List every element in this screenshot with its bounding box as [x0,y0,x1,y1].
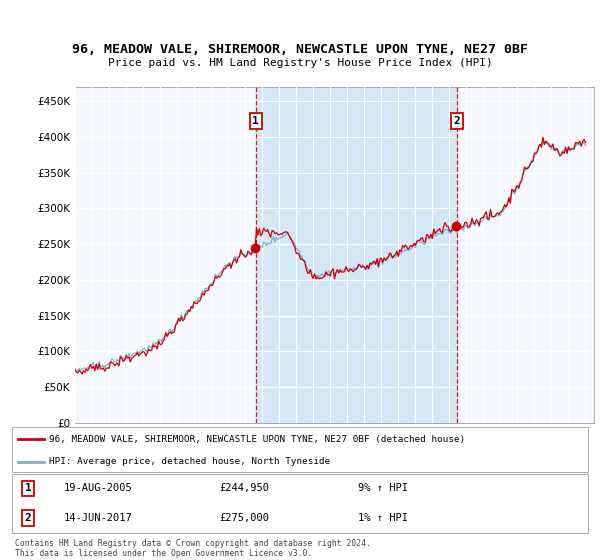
Text: 1: 1 [253,116,259,126]
Text: 96, MEADOW VALE, SHIREMOOR, NEWCASTLE UPON TYNE, NE27 0BF: 96, MEADOW VALE, SHIREMOOR, NEWCASTLE UP… [72,43,528,56]
Text: 9% ↑ HPI: 9% ↑ HPI [358,483,407,493]
Text: 1% ↑ HPI: 1% ↑ HPI [358,513,407,523]
Text: 14-JUN-2017: 14-JUN-2017 [64,513,133,523]
Text: £275,000: £275,000 [220,513,269,523]
Bar [256,87,457,423]
Text: 2: 2 [454,116,461,126]
Text: HPI: Average price, detached house, North Tyneside: HPI: Average price, detached house, Nort… [49,457,331,466]
Text: 96, MEADOW VALE, SHIREMOOR, NEWCASTLE UPON TYNE, NE27 0BF (detached house): 96, MEADOW VALE, SHIREMOOR, NEWCASTLE UP… [49,435,466,444]
Text: 1: 1 [25,483,32,493]
Text: £244,950: £244,950 [220,483,269,493]
Text: Contains HM Land Registry data © Crown copyright and database right 2024.
This d: Contains HM Land Registry data © Crown c… [15,539,371,558]
Text: 19-AUG-2005: 19-AUG-2005 [64,483,133,493]
Text: Price paid vs. HM Land Registry's House Price Index (HPI): Price paid vs. HM Land Registry's House … [107,58,493,68]
Text: 2: 2 [25,513,32,523]
